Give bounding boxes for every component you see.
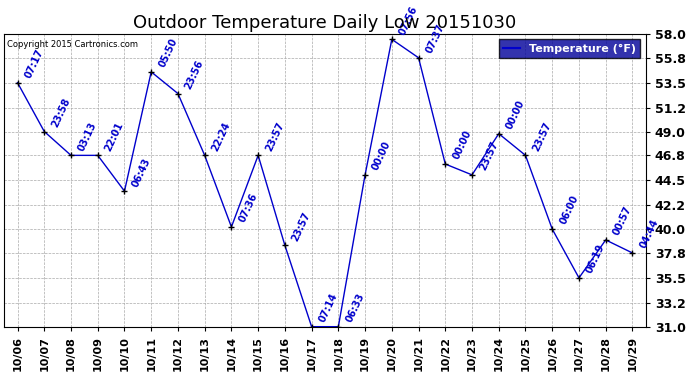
Text: 06:43: 06:43 [130,156,152,188]
Text: 07:14: 07:14 [317,292,339,324]
Text: 00:00: 00:00 [451,129,473,161]
Text: 00:00: 00:00 [504,99,526,131]
Text: 23:57: 23:57 [477,140,500,172]
Text: 06:33: 06:33 [344,292,366,324]
Text: 04:44: 04:44 [638,218,660,250]
Text: 05:50: 05:50 [157,37,179,69]
Text: 22:24: 22:24 [210,120,233,153]
Text: 03:13: 03:13 [77,120,99,153]
Text: 07:17: 07:17 [23,48,46,80]
Legend: Temperature (°F): Temperature (°F) [499,39,640,58]
Text: 00:57: 00:57 [611,205,633,237]
Text: 00:00: 00:00 [371,140,393,172]
Text: 06:19: 06:19 [584,243,607,275]
Title: Outdoor Temperature Daily Low 20151030: Outdoor Temperature Daily Low 20151030 [133,14,517,32]
Text: 07:56: 07:56 [397,4,420,37]
Text: 23:58: 23:58 [50,96,72,129]
Text: Copyright 2015 Cartronics.com: Copyright 2015 Cartronics.com [8,40,139,49]
Text: 23:57: 23:57 [531,120,553,153]
Text: 06:00: 06:00 [558,194,580,226]
Text: 23:57: 23:57 [290,210,313,243]
Text: 23:57: 23:57 [264,120,286,153]
Text: 07:36: 07:36 [237,192,259,224]
Text: 22:01: 22:01 [104,120,126,153]
Text: 23:56: 23:56 [184,58,206,91]
Text: 07:37: 07:37 [424,22,446,55]
